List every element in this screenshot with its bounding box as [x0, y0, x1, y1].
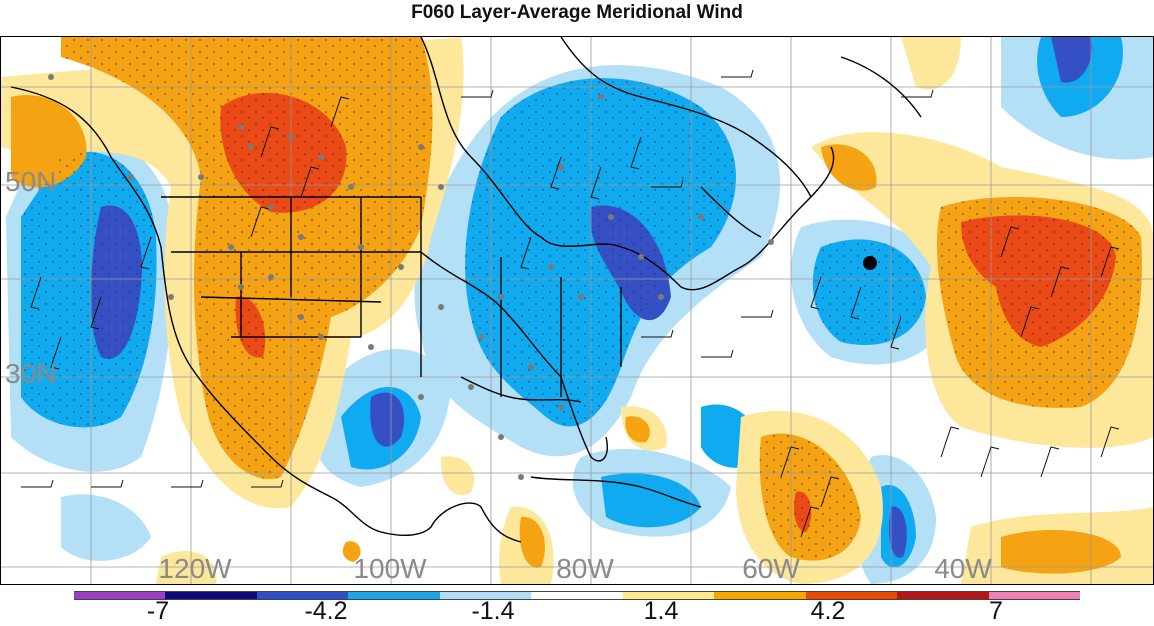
coastlines-and-borders	[10, 37, 922, 543]
color-bar-swatch	[988, 592, 1080, 599]
lat-label-50n: 50N	[5, 166, 57, 197]
colorbar-label: 4.2	[810, 597, 846, 625]
lon-label-60w: 60W	[742, 553, 800, 584]
color-bar-swatch	[165, 592, 257, 599]
color-bar-swatch	[439, 592, 532, 599]
wind-field-map	[1, 37, 1153, 584]
color-bar-swatch	[714, 592, 806, 599]
lon-label-80w: 80W	[556, 553, 614, 584]
lon-label-100w: 100W	[353, 553, 427, 584]
color-bar-swatch	[805, 592, 898, 599]
wind-barbs	[21, 69, 1120, 538]
map-panel	[0, 36, 1154, 585]
lon-label-40w: 40W	[934, 553, 992, 584]
colorbar-label: -4.2	[304, 597, 348, 625]
colorbar-label: 7	[989, 597, 1003, 625]
color-bar-swatch	[256, 592, 349, 599]
color-bar	[74, 591, 1080, 600]
station-dots	[48, 74, 774, 480]
colorbar-label: -1.4	[471, 597, 515, 625]
color-bar-swatch	[74, 592, 166, 599]
color-bar-swatch	[897, 592, 989, 599]
colorbar-label: 1.4	[643, 597, 679, 625]
color-bar-swatch	[348, 592, 440, 599]
black-dot-marker	[863, 256, 877, 270]
map-title: F060 Layer-Average Meridional Wind	[411, 2, 743, 23]
color-bar-swatch	[531, 592, 623, 599]
lat-label-30n: 30N	[5, 358, 57, 389]
lat-lon-grid	[1, 37, 1153, 584]
lon-label-120w: 120W	[158, 553, 232, 584]
color-bar-swatch	[622, 592, 715, 599]
colorbar-label: -7	[146, 597, 170, 625]
